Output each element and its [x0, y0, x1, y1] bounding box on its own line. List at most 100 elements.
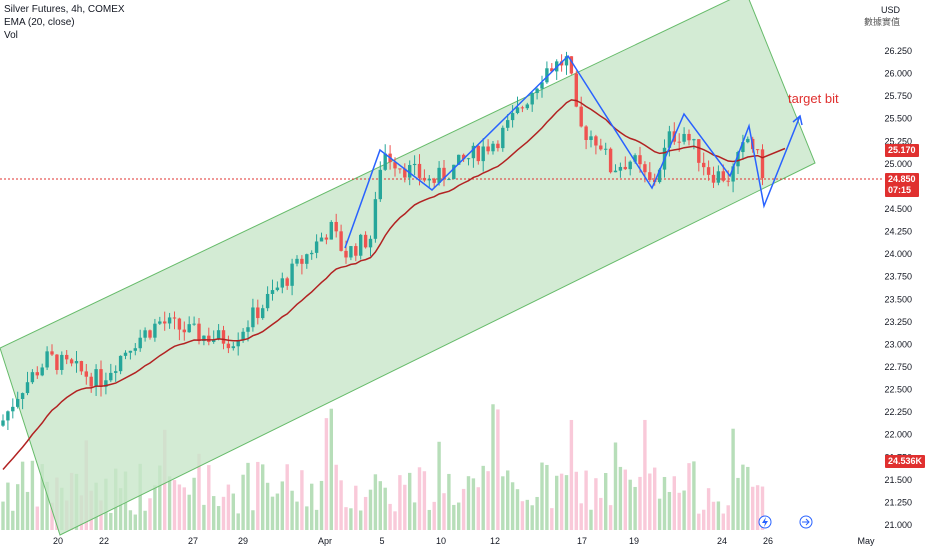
volume-bar	[760, 486, 765, 530]
volume-bar	[481, 465, 485, 530]
candle-body	[373, 199, 378, 239]
candle-body	[295, 258, 299, 264]
y-tick-label: 24.250	[884, 227, 912, 237]
candle-body	[69, 359, 74, 364]
volume-bar	[25, 491, 30, 530]
volume-bar	[261, 464, 265, 530]
candle-body	[457, 154, 461, 165]
candle-body	[574, 73, 578, 107]
candle-body	[525, 104, 529, 109]
candle-body	[192, 323, 196, 325]
volume-bar	[11, 510, 15, 530]
volume-bar	[618, 466, 623, 530]
candle-body	[726, 180, 730, 182]
candle-body	[158, 321, 162, 324]
candle-body	[491, 143, 495, 152]
volume-bar	[721, 513, 725, 530]
volume-bar	[697, 513, 701, 530]
candle-body	[746, 138, 750, 143]
volume-bar	[408, 472, 412, 530]
candle-body	[545, 68, 549, 83]
x-tick-label: 27	[188, 536, 198, 546]
volume-bar	[525, 499, 529, 530]
volume-bar	[623, 469, 627, 530]
volume-bar	[334, 464, 338, 530]
candle-body	[648, 172, 652, 180]
candle-body	[510, 113, 515, 121]
candle-body	[128, 350, 133, 353]
candle-body	[114, 371, 118, 373]
volume-bar	[251, 510, 255, 530]
chart-legend: Silver Futures, 4h, COMEX EMA (20, close…	[4, 3, 125, 42]
volume-bar	[6, 482, 10, 530]
legend-ema[interactable]: EMA (20, close)	[4, 17, 75, 28]
volume-bar	[589, 509, 593, 530]
candle-body	[99, 369, 103, 387]
y-tick-label: 21.000	[884, 520, 912, 530]
volume-bar	[290, 490, 294, 530]
candle-body	[65, 354, 69, 360]
candle-body	[305, 254, 309, 264]
legend-volume[interactable]: Vol	[4, 30, 18, 41]
candles-layer	[1, 51, 765, 430]
candle-body	[599, 145, 603, 150]
volume-bar	[314, 509, 319, 530]
volume-bar	[1, 501, 5, 530]
volume-bar	[731, 428, 735, 530]
candle-body	[275, 287, 280, 291]
volume-bar	[535, 496, 539, 530]
currency-label[interactable]: USD 數據實值	[864, 4, 900, 28]
candle-body	[246, 327, 250, 332]
volume-bar	[716, 501, 721, 530]
candle-body	[520, 107, 525, 109]
volume-bar	[545, 464, 549, 530]
candle-body	[138, 337, 142, 349]
candle-body	[216, 330, 221, 340]
volume-bar	[657, 498, 662, 530]
candle-body	[89, 376, 93, 387]
candle-body	[285, 278, 289, 286]
y-tick-label: 23.000	[884, 339, 912, 349]
candle-body	[202, 335, 206, 342]
candle-body	[643, 164, 647, 173]
volume-bar	[711, 501, 716, 530]
candle-body	[231, 346, 235, 349]
replay-icon[interactable]	[799, 515, 813, 529]
volume-bar	[736, 477, 740, 530]
y-tick-label: 26.250	[884, 46, 912, 56]
candle-body	[167, 317, 172, 324]
y-tick-label: 24.000	[884, 249, 912, 259]
volume-bar	[226, 484, 231, 530]
volume-bar	[520, 501, 525, 530]
legend-symbol[interactable]: Silver Futures, 4h, COMEX	[4, 4, 125, 15]
candle-body	[437, 167, 441, 183]
candle-body	[226, 343, 231, 349]
volume-bar	[559, 473, 564, 530]
volume-bar	[550, 508, 554, 530]
candle-body	[354, 246, 358, 256]
volume-bar	[241, 474, 245, 530]
candle-body	[638, 155, 642, 165]
volume-bar	[452, 504, 456, 530]
candle-body	[403, 168, 407, 178]
volume-bar	[212, 496, 216, 530]
lightning-icon[interactable]	[758, 515, 772, 529]
x-axis: 20 22 27 29 Apr 5 10 12 17 19 24 26 May	[53, 536, 875, 546]
volume-bar	[133, 514, 137, 530]
x-tick-label: 22	[99, 536, 109, 546]
volume-bar	[613, 442, 618, 530]
candle-body	[261, 308, 265, 319]
volume-bar	[564, 475, 569, 530]
candle-body	[241, 331, 245, 341]
volume-bar	[427, 509, 431, 530]
volume-bar	[672, 476, 676, 530]
candle-body	[20, 393, 25, 399]
candle-body	[221, 330, 226, 344]
volume-bar	[491, 404, 495, 530]
candle-body	[349, 246, 353, 258]
candle-body	[153, 323, 157, 338]
y-tick-label: 22.500	[884, 385, 912, 395]
candle-body	[329, 221, 333, 240]
candle-body	[368, 238, 373, 248]
candle-body	[550, 68, 554, 72]
